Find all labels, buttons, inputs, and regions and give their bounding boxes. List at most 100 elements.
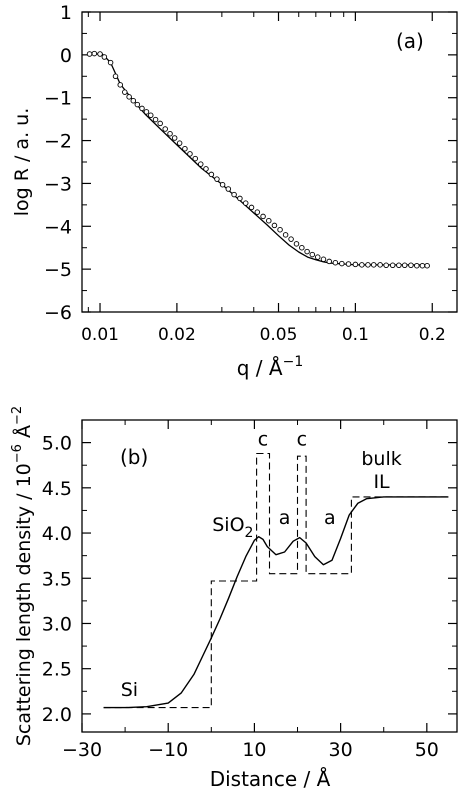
y-tick-label: 3.5: [42, 568, 72, 590]
data-point: [282, 232, 289, 238]
slab-line: [103, 452, 449, 709]
panel-b-sld-profile: −30 −10 10 30 50 2.0 2.5 3.0 3.5 4.0 4.5 5.0 Si SiO2…: [10, 406, 458, 791]
data-point: [214, 176, 220, 182]
data-point: [117, 82, 123, 88]
x-tick-label: −10: [148, 739, 188, 761]
panel-a-data-points: [86, 50, 430, 269]
data-point: [370, 262, 377, 268]
panel-b-smooth-profile: [103, 496, 449, 709]
x-tick-label: 0.05: [260, 325, 298, 345]
data-point: [277, 226, 283, 233]
data-point: [266, 217, 272, 224]
y-tick-label: −5: [44, 259, 72, 281]
profile-line: [103, 496, 449, 709]
panel-b-tick-labels: −30 −10 10 30 50 2.0 2.5 3.0 3.5 4.0 4.5 5.0: [42, 433, 439, 761]
data-point: [424, 262, 430, 269]
data-point: [112, 73, 119, 80]
data-point: [231, 191, 237, 198]
panel-b-ticks: [81, 420, 457, 732]
panel-a-ticks: [82, 11, 457, 313]
data-point: [152, 116, 159, 123]
annotation-label: a: [324, 507, 336, 529]
data-point: [293, 241, 300, 247]
data-point: [237, 195, 243, 202]
y-tick-label: −1: [44, 88, 72, 110]
panel-a-tick-labels: 0.01 0.02 0.05 0.1 0.2 1 0 −1 −2 −3 −4 −5 −6: [44, 2, 446, 345]
data-point: [414, 262, 420, 269]
data-point: [167, 130, 173, 137]
data-point: [377, 262, 383, 268]
y-tick-label: −6: [44, 302, 72, 324]
data-point: [401, 262, 408, 269]
data-point: [309, 251, 316, 258]
y-tick-label: −2: [44, 131, 72, 153]
data-point: [352, 261, 359, 268]
annotation-label: c: [258, 428, 268, 450]
data-point: [86, 51, 93, 57]
x-tick-label: 30: [329, 739, 353, 761]
panel-b-xlabel: Distance / Å: [210, 767, 331, 791]
panel-a-xlabel: q / Å−1: [237, 354, 303, 380]
panel-b-frame: [81, 419, 458, 733]
data-point: [107, 59, 114, 66]
data-point: [126, 94, 132, 100]
panel-a-fit-curve: [88, 53, 427, 266]
data-point: [396, 262, 402, 269]
data-point: [419, 262, 426, 269]
data-point: [122, 89, 128, 95]
panel-b-slab-profile: [103, 452, 449, 709]
data-point: [326, 258, 332, 265]
y-tick-label: 1: [60, 2, 72, 24]
y-tick-label: 2.5: [42, 659, 72, 681]
y-tick-label: 2.0: [42, 704, 72, 726]
annotation-label: IL: [373, 471, 390, 493]
data-point: [162, 126, 168, 132]
data-point: [320, 256, 327, 263]
annotation-label: a: [279, 507, 291, 529]
data-point: [383, 262, 389, 269]
panel-b-label: (b): [120, 445, 148, 469]
x-tick-label: 0.1: [342, 325, 369, 345]
data-point: [208, 171, 215, 178]
x-tick-label: 0.02: [158, 325, 196, 345]
annotation-label: bulk: [361, 448, 401, 470]
data-point: [332, 259, 339, 266]
data-point: [139, 105, 145, 112]
data-point: [304, 248, 310, 255]
panel-a-reflectivity: 0.01 0.02 0.05 0.1 0.2 1 0 −1 −2 −3 −4 −5 −6 (a) q /…: [11, 2, 458, 380]
y-tick-label: 5.0: [42, 433, 72, 455]
data-point: [203, 166, 209, 172]
data-point: [157, 120, 163, 127]
data-point: [176, 140, 183, 146]
annotation-label: c: [297, 428, 307, 450]
panel-a-label: (a): [396, 29, 424, 53]
data-point: [339, 260, 345, 267]
data-point: [288, 236, 294, 242]
data-point: [97, 51, 103, 57]
data-point: [171, 135, 178, 141]
data-point: [271, 222, 278, 229]
data-point: [299, 244, 305, 251]
x-tick-label: 10: [242, 739, 266, 761]
data-point: [219, 181, 226, 188]
y-tick-label: −4: [44, 216, 72, 238]
y-tick-label: 0: [60, 45, 72, 67]
data-point: [225, 186, 232, 192]
y-tick-label: 4.0: [42, 523, 72, 545]
data-point: [345, 261, 352, 267]
data-point: [182, 145, 188, 152]
fit-line: [88, 53, 427, 266]
data-point: [130, 97, 137, 104]
data-point: [198, 161, 204, 167]
annotation-label: Si: [121, 679, 138, 701]
data-point: [314, 254, 321, 260]
data-point: [192, 155, 198, 162]
y-tick-label: −3: [44, 173, 72, 195]
data-point: [134, 101, 141, 108]
panel-a-ylabel: log R / a. u.: [11, 108, 33, 217]
data-point: [187, 151, 193, 157]
data-point: [91, 50, 98, 57]
data-point: [254, 209, 261, 215]
